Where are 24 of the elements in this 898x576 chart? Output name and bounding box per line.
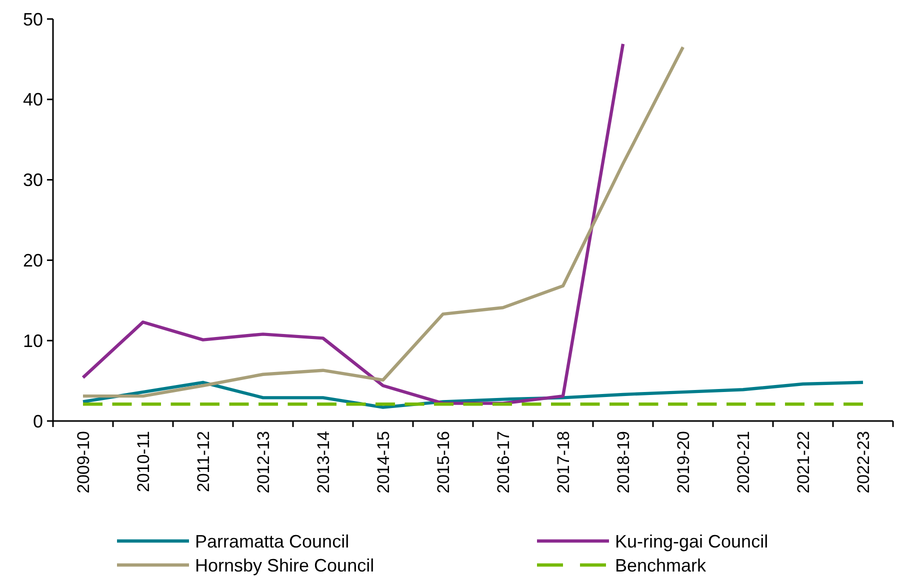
x-tick-label: 2013-14 (314, 431, 333, 494)
x-tick-label: 2018-19 (614, 431, 633, 494)
y-tick-label: 30 (22, 170, 43, 190)
x-tick-label: 2010-11 (134, 431, 153, 492)
x-tick-label: 2020-21 (734, 431, 753, 494)
y-tick-label: 20 (22, 250, 43, 270)
x-tick-label: 2015-16 (434, 431, 453, 494)
legend-label: Benchmark (615, 555, 708, 576)
x-tick-label: 2014-15 (374, 431, 393, 494)
x-tick-label: 2016-17 (494, 431, 513, 494)
x-tick-label: 2021-22 (794, 431, 813, 494)
x-tick-label: 2009-10 (74, 431, 93, 494)
x-tick-label: 2022-23 (854, 431, 873, 494)
legend-label: Hornsby Shire Council (195, 555, 374, 576)
x-tick-label: 2012-13 (254, 431, 273, 494)
y-tick-label: 40 (22, 90, 43, 110)
x-tick-label: 2017-18 (554, 431, 573, 494)
y-tick-label: 50 (22, 9, 43, 30)
legend-label: Ku-ring-gai Council (615, 531, 768, 552)
y-tick-label: 10 (22, 330, 43, 351)
x-tick-label: 2011-12 (194, 431, 213, 492)
x-tick-label: 2019-20 (674, 431, 693, 494)
legend-label: Parramatta Council (195, 531, 350, 552)
y-tick-label: 0 (32, 411, 43, 432)
